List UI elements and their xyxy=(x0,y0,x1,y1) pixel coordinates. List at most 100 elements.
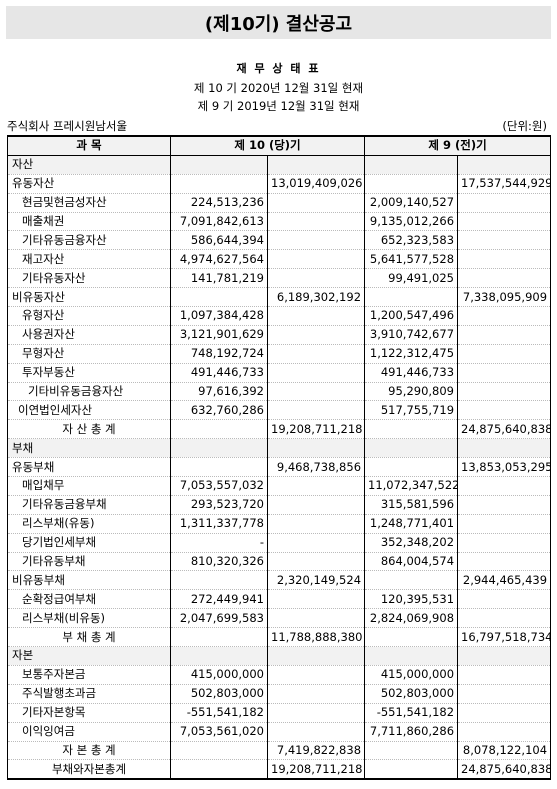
table-row: 비유동부채 2,320,149,524 2,944,465,439 xyxy=(7,570,552,591)
table-row: 유동부채 9,468,738,856 13,853,053,295 xyxy=(7,457,552,478)
table-row: 기타비유동금융자산 97,616,392 95,290,809 xyxy=(7,381,552,402)
current-subtotal-value xyxy=(266,192,366,213)
row-label: 부 채 총 계 xyxy=(7,627,171,648)
row-label: 유동자산 xyxy=(7,173,171,194)
row-label: 사용권자산 xyxy=(7,324,171,345)
prior-subtotal-value xyxy=(457,513,552,534)
prior-subtotal-value xyxy=(457,476,552,496)
prior-detail-value: 9,135,012,266 xyxy=(364,211,459,232)
current-detail-value: 632,760,286 xyxy=(170,400,268,421)
current-subtotal-value xyxy=(266,532,366,553)
prior-subtotal-value xyxy=(457,211,552,232)
table-row: 순확정급여부채 272,449,941 120,395,531 xyxy=(7,589,552,610)
prior-detail-value xyxy=(364,438,459,459)
current-detail-value xyxy=(170,173,268,194)
current-subtotal-value xyxy=(266,306,366,326)
current-detail-value: 748,192,724 xyxy=(170,343,268,364)
current-detail-value: 224,513,236 xyxy=(170,192,268,213)
prior-detail-value xyxy=(364,287,459,308)
table-row: 현금및현금성자산 224,513,236 2,009,140,527 xyxy=(7,192,552,213)
current-subtotal-value: 7,419,822,838 xyxy=(266,740,366,761)
row-label: 주식발행초과금 xyxy=(7,683,171,704)
table-row: 비유동자산 6,189,302,192 7,338,095,909 xyxy=(7,287,552,308)
current-detail-value xyxy=(170,646,268,666)
row-label: 자 본 총 계 xyxy=(7,740,171,761)
prior-detail-value: 1,122,312,475 xyxy=(364,343,459,364)
current-subtotal-value xyxy=(266,513,366,534)
prior-detail-value xyxy=(364,646,459,666)
company-name: 주식회사 프레시원남서울 xyxy=(7,119,128,133)
row-label: 자 산 총 계 xyxy=(7,419,171,440)
prior-subtotal-value xyxy=(457,306,552,326)
row-label: 부채와자본총계 xyxy=(7,759,171,781)
current-subtotal-value xyxy=(266,551,366,572)
table-body: 자산 유동자산 13,019,409,026 17,537,544,929 현금및현금성… xyxy=(7,154,552,781)
prior-subtotal-value xyxy=(457,268,552,289)
current-detail-value: 3,121,901,629 xyxy=(170,324,268,345)
table-row: 기타자본항목 -551,541,182 -551,541,182 xyxy=(7,702,552,723)
table-row: 투자부동산 491,446,733 491,446,733 xyxy=(7,362,552,383)
row-label: 재고자산 xyxy=(7,249,171,270)
prior-detail-value xyxy=(364,154,459,175)
current-subtotal-value xyxy=(266,476,366,496)
current-subtotal-value xyxy=(266,589,366,610)
current-subtotal-value xyxy=(266,400,366,421)
current-subtotal-value xyxy=(266,702,366,723)
prior-subtotal-value xyxy=(457,589,552,610)
prior-detail-value: 491,446,733 xyxy=(364,362,459,383)
prior-subtotal-value xyxy=(457,494,552,515)
current-subtotal-value xyxy=(266,268,366,289)
row-label: 매입채무 xyxy=(7,476,171,496)
row-label: 무형자산 xyxy=(7,343,171,364)
row-label: 기타유동금융자산 xyxy=(7,230,171,251)
balance-sheet-table: 과 목 제 10 (당)기 제 9 (전)기 자산 유동자산 13,019,409,… xyxy=(7,134,552,781)
prior-detail-value: 95,290,809 xyxy=(364,381,459,402)
current-detail-value: 810,320,326 xyxy=(170,551,268,572)
prior-subtotal-value xyxy=(457,721,552,742)
prior-detail-value: 315,581,596 xyxy=(364,494,459,515)
prior-detail-value xyxy=(364,627,459,648)
current-detail-value xyxy=(170,759,268,781)
prior-subtotal-value xyxy=(457,664,552,685)
prior-subtotal-value xyxy=(457,249,552,270)
current-subtotal-value xyxy=(266,494,366,515)
table-row: 리스부채(비유동) 2,047,699,583 2,824,069,908 xyxy=(7,608,552,629)
prior-detail-value: 99,491,025 xyxy=(364,268,459,289)
prior-subtotal-value: 8,078,122,104 xyxy=(457,740,552,761)
table-row: 부채와자본총계 19,208,711,218 24,875,640,838 xyxy=(7,759,552,781)
current-detail-value xyxy=(170,438,268,459)
prior-subtotal-value xyxy=(457,551,552,572)
statement-name: 재 무 상 태 표 xyxy=(236,62,321,75)
prior-subtotal-value: 24,875,640,838 xyxy=(457,419,552,440)
table-header-row: 과 목 제 10 (당)기 제 9 (전)기 xyxy=(7,134,552,156)
unit-label: (단위:원) xyxy=(502,119,547,133)
prior-detail-value xyxy=(364,419,459,440)
current-detail-value: 272,449,941 xyxy=(170,589,268,610)
current-subtotal-value: 11,788,888,380 xyxy=(266,627,366,648)
current-detail-value: 141,781,219 xyxy=(170,268,268,289)
prior-subtotal-value xyxy=(457,683,552,704)
prior-subtotal-value: 24,875,640,838 xyxy=(457,759,552,781)
table-row: 매출채권 7,091,842,613 9,135,012,266 xyxy=(7,211,552,232)
table-row: 부채 xyxy=(7,438,552,459)
table-row: 기타유동자산 141,781,219 99,491,025 xyxy=(7,268,552,289)
row-label: 기타유동부채 xyxy=(7,551,171,572)
current-detail-value: 293,523,720 xyxy=(170,494,268,515)
prior-detail-value: 502,803,000 xyxy=(364,683,459,704)
table-row: 무형자산 748,192,724 1,122,312,475 xyxy=(7,343,552,364)
current-detail-value: 2,047,699,583 xyxy=(170,608,268,629)
current-subtotal-value: 19,208,711,218 xyxy=(266,419,366,440)
current-detail-value: 4,974,627,564 xyxy=(170,249,268,270)
prior-subtotal-value xyxy=(457,608,552,629)
period-current: 제 10 기 2020년 12월 31일 현재 xyxy=(193,81,364,95)
row-label: 보통주자본금 xyxy=(7,664,171,685)
current-detail-value: 1,311,337,778 xyxy=(170,513,268,534)
current-detail-value: 97,616,392 xyxy=(170,381,268,402)
prior-subtotal-value xyxy=(457,192,552,213)
row-label: 유형자산 xyxy=(7,306,171,326)
current-subtotal-value xyxy=(266,211,366,232)
table-row: 유동자산 13,019,409,026 17,537,544,929 xyxy=(7,173,552,194)
current-detail-value: 415,000,000 xyxy=(170,664,268,685)
header-current-period: 제 10 (당)기 xyxy=(169,134,366,156)
current-detail-value xyxy=(170,419,268,440)
